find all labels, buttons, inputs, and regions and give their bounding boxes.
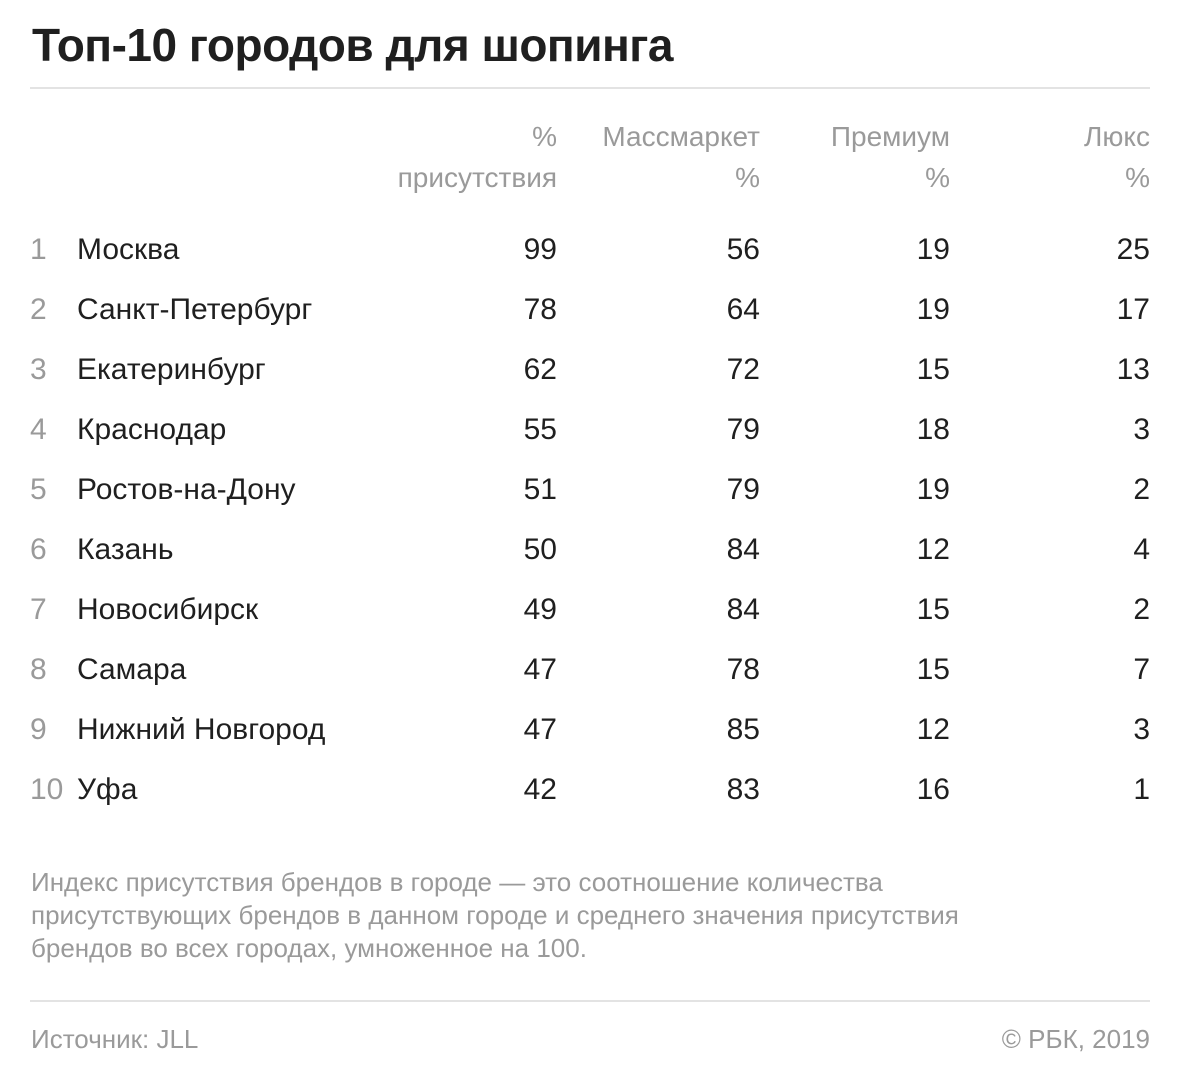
city-cell: Новосибирск xyxy=(77,593,259,626)
city-cell: Самара xyxy=(77,653,187,686)
rank-cell: 3 xyxy=(30,353,47,386)
massmarket-value: 78 xyxy=(726,653,760,686)
header-premium: Премиум % xyxy=(831,116,950,198)
luxury-value: 1 xyxy=(1133,773,1150,806)
rank-cell: 5 xyxy=(30,473,47,506)
header-luxury-line-2: % xyxy=(1125,162,1150,193)
presence-value: 42 xyxy=(523,773,557,806)
massmarket-value: 72 xyxy=(726,353,760,386)
footnote: Индекс присутствия брендов в городе — эт… xyxy=(31,866,1121,965)
city-cell: Санкт-Петербург xyxy=(77,293,313,326)
header-massmarket-line-2: % xyxy=(735,162,760,193)
luxury-value: 7 xyxy=(1133,653,1150,686)
header-presence-line-1: % xyxy=(532,121,557,152)
header-luxury: Люкс % xyxy=(1084,116,1150,198)
massmarket-value: 56 xyxy=(726,233,760,266)
city-cell: Екатеринбург xyxy=(77,353,266,386)
header-massmarket: Массмаркет % xyxy=(602,116,760,198)
presence-value: 47 xyxy=(523,653,557,686)
header-presence-line-2: присутствия xyxy=(397,162,557,193)
presence-value: 49 xyxy=(523,593,557,626)
rank-cell: 10 xyxy=(30,773,64,806)
premium-value: 15 xyxy=(916,593,950,626)
rank-cell: 2 xyxy=(30,293,47,326)
city-cell: Краснодар xyxy=(77,413,227,446)
header-premium-line-1: Премиум xyxy=(830,121,950,152)
header-premium-line-2: % xyxy=(925,162,950,193)
premium-value: 12 xyxy=(916,533,950,566)
city-cell: Уфа xyxy=(77,773,138,806)
luxury-value: 25 xyxy=(1116,233,1150,266)
luxury-value: 13 xyxy=(1116,353,1150,386)
presence-value: 62 xyxy=(523,353,557,386)
massmarket-value: 84 xyxy=(726,533,760,566)
footnote-line: присутствующих брендов в данном городе и… xyxy=(31,900,959,930)
presence-value: 78 xyxy=(523,293,557,326)
massmarket-value: 85 xyxy=(726,713,760,746)
rank-cell: 4 xyxy=(30,413,47,446)
massmarket-value: 79 xyxy=(726,413,760,446)
luxury-value: 2 xyxy=(1133,593,1150,626)
bottom-divider xyxy=(30,1000,1150,1002)
premium-value: 15 xyxy=(916,353,950,386)
table-row: 5 Ростов-на-Дону 51 79 19 2 xyxy=(0,460,1180,520)
luxury-value: 17 xyxy=(1116,293,1150,326)
table-row: 8 Самара 47 78 15 7 xyxy=(0,640,1180,700)
footnote-line: брендов во всех городах, умноженное на 1… xyxy=(31,933,587,963)
presence-value: 99 xyxy=(523,233,557,266)
city-cell: Казань xyxy=(77,533,174,566)
table-row: 9 Нижний Новгород 47 85 12 3 xyxy=(0,700,1180,760)
table-row: 10 Уфа 42 83 16 1 xyxy=(0,760,1180,820)
footnote-line: Индекс присутствия брендов в городе — эт… xyxy=(31,867,883,897)
table-body: 1 Москва 99 56 19 25 2 Санкт-Петербург 7… xyxy=(0,220,1180,820)
luxury-value: 3 xyxy=(1133,713,1150,746)
presence-value: 47 xyxy=(523,713,557,746)
top-divider xyxy=(30,87,1150,89)
city-cell: Нижний Новгород xyxy=(77,713,326,746)
header-luxury-line-1: Люкс xyxy=(1084,121,1150,152)
table-row: 7 Новосибирск 49 84 15 2 xyxy=(0,580,1180,640)
rank-cell: 9 xyxy=(30,713,47,746)
table-row: 3 Екатеринбург 62 72 15 13 xyxy=(0,340,1180,400)
premium-value: 18 xyxy=(916,413,950,446)
city-cell: Ростов-на-Дону xyxy=(77,473,296,506)
source-label: Источник: JLL xyxy=(31,1024,199,1054)
massmarket-value: 83 xyxy=(726,773,760,806)
massmarket-value: 84 xyxy=(726,593,760,626)
table-row: 4 Краснодар 55 79 18 3 xyxy=(0,400,1180,460)
table-row: 1 Москва 99 56 19 25 xyxy=(0,220,1180,280)
rank-cell: 7 xyxy=(30,593,47,626)
luxury-value: 3 xyxy=(1133,413,1150,446)
premium-value: 19 xyxy=(916,293,950,326)
table-row: 2 Санкт-Петербург 78 64 19 17 xyxy=(0,280,1180,340)
header-massmarket-line-1: Массмаркет xyxy=(602,121,760,152)
massmarket-value: 64 xyxy=(726,293,760,326)
rank-cell: 6 xyxy=(30,533,47,566)
presence-value: 55 xyxy=(523,413,557,446)
premium-value: 16 xyxy=(916,773,950,806)
luxury-value: 4 xyxy=(1133,533,1150,566)
copyright-label: © РБК, 2019 xyxy=(1001,1024,1150,1054)
presence-value: 50 xyxy=(523,533,557,566)
rank-cell: 8 xyxy=(30,653,47,686)
premium-value: 12 xyxy=(916,713,950,746)
rank-cell: 1 xyxy=(30,233,47,266)
city-cell: Москва xyxy=(77,233,180,266)
premium-value: 15 xyxy=(916,653,950,686)
header-presence: % присутствия xyxy=(398,116,557,198)
table-row: 6 Казань 50 84 12 4 xyxy=(0,520,1180,580)
luxury-value: 2 xyxy=(1133,473,1150,506)
massmarket-value: 79 xyxy=(726,473,760,506)
premium-value: 19 xyxy=(916,473,950,506)
presence-value: 51 xyxy=(523,473,557,506)
chart-title: Топ-10 городов для шопинга xyxy=(32,19,674,71)
premium-value: 19 xyxy=(916,233,950,266)
